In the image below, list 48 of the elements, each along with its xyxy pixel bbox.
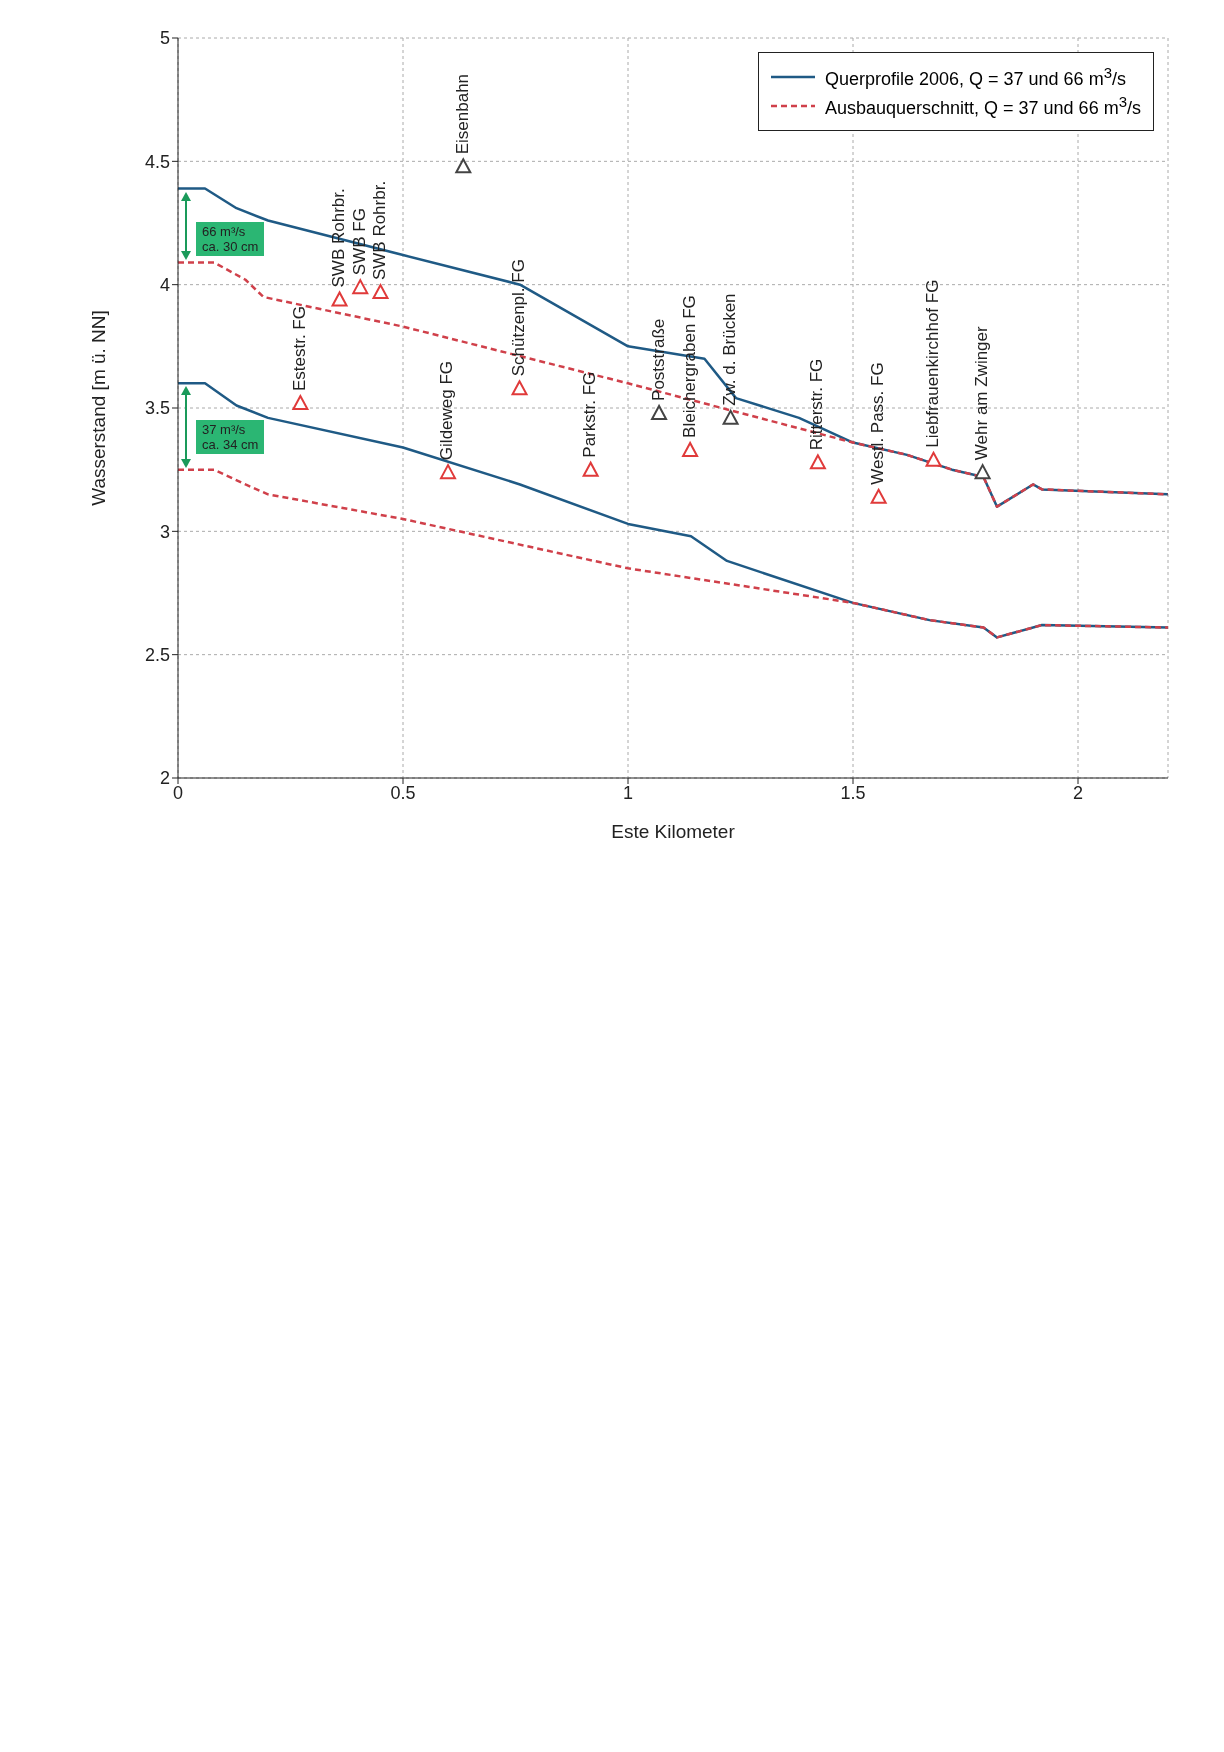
point bbox=[974, 464, 991, 480]
point bbox=[682, 441, 699, 457]
point bbox=[925, 451, 942, 467]
legend-label: Ausbauquerschnitt, Q = 37 und 66 m$^{3}$/s bbox=[824, 93, 1141, 119]
y-tick-label: 3.5 bbox=[144, 398, 170, 419]
point bbox=[582, 461, 599, 477]
annotation: Estestr. FG bbox=[289, 306, 309, 392]
y-tick-label: 2 bbox=[159, 768, 170, 789]
annotation: 66 m³/s ca. 30 cm bbox=[196, 222, 265, 256]
y-tick-label: 2.5 bbox=[144, 645, 170, 666]
point bbox=[372, 284, 389, 300]
legend-label: Querprofile 2006, Q = 37 und 66 m$^{3}$/s bbox=[824, 64, 1126, 90]
x-tick-label: 1.5 bbox=[840, 782, 866, 803]
annotation: Schützenpl. FG bbox=[509, 259, 529, 377]
y-axis-title: Wasserstand [m ü. NN] bbox=[87, 310, 109, 506]
annotation: Bleichergraben FG bbox=[679, 295, 699, 438]
annotation: SWB Rohrbr. bbox=[329, 188, 349, 288]
point bbox=[511, 380, 528, 396]
annotation: 37 m³/s ca. 34 cm bbox=[196, 420, 265, 454]
point bbox=[455, 158, 472, 174]
annotation: SWB Rohrbr. bbox=[369, 180, 389, 281]
point bbox=[440, 464, 456, 480]
annotation: Liebfrauenkirchhof FG bbox=[923, 279, 943, 448]
annotation: Eisenbahn bbox=[452, 73, 472, 155]
x-tick-label: 1 bbox=[622, 782, 634, 803]
point bbox=[352, 279, 369, 295]
y-tick-label: 4 bbox=[159, 275, 170, 296]
y-tick-label: 3 bbox=[159, 521, 170, 542]
annotation: SWB FG bbox=[349, 208, 369, 276]
x-tick-label: 0.5 bbox=[390, 782, 416, 803]
point bbox=[292, 395, 309, 411]
point bbox=[809, 454, 826, 470]
annotation: Ritterstr. FG bbox=[807, 358, 827, 451]
y-tick-label: 5 bbox=[159, 28, 170, 49]
annotation: Gildeweg FG bbox=[437, 360, 457, 461]
point bbox=[870, 488, 887, 504]
annotation: Poststraße bbox=[648, 318, 668, 401]
point bbox=[651, 404, 668, 420]
annotation: Parkstr. FG bbox=[580, 371, 600, 458]
annotation: Zw. d. Brücken bbox=[720, 293, 740, 406]
annotation: Wehr am Zwinger bbox=[972, 325, 992, 461]
x-tick-label: 0 bbox=[172, 782, 184, 803]
x-tick-label: 2 bbox=[1072, 782, 1084, 803]
point bbox=[331, 291, 348, 307]
y-tick-label: 4.5 bbox=[144, 151, 170, 172]
x-axis-title: Este Kilometer bbox=[611, 821, 736, 842]
annotation: Westl. Pass. FG bbox=[868, 362, 888, 485]
point bbox=[722, 409, 739, 425]
